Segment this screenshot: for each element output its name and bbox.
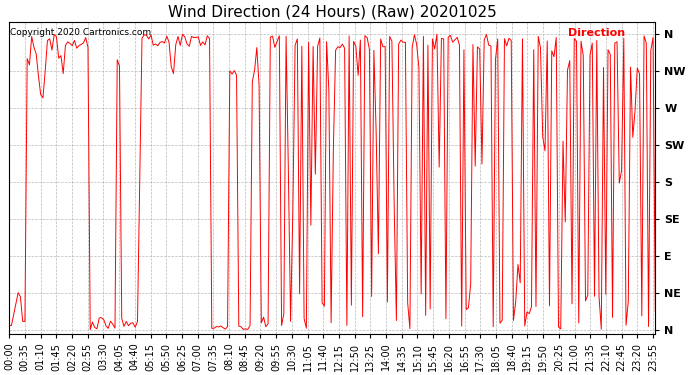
Title: Wind Direction (24 Hours) (Raw) 20201025: Wind Direction (24 Hours) (Raw) 20201025 xyxy=(168,4,497,19)
Text: Copyright 2020 Cartronics.com: Copyright 2020 Cartronics.com xyxy=(10,28,152,37)
Text: Direction: Direction xyxy=(568,28,625,38)
